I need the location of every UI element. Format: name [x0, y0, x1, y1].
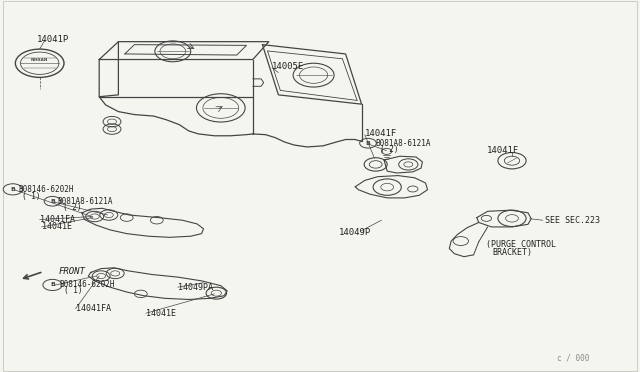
- Text: 14041P: 14041P: [37, 35, 69, 44]
- Text: ( 2): ( 2): [63, 203, 81, 212]
- Text: c / 000: c / 000: [557, 353, 589, 362]
- Text: (PURGE CONTROL: (PURGE CONTROL: [486, 240, 556, 249]
- Text: B08146-6202H: B08146-6202H: [18, 185, 74, 194]
- Text: B: B: [50, 199, 55, 204]
- Text: NISSAN: NISSAN: [31, 58, 49, 61]
- Text: 14041FA: 14041FA: [40, 215, 75, 224]
- Text: ( 1): ( 1): [22, 192, 41, 201]
- Text: B081A8-6121A: B081A8-6121A: [58, 197, 113, 206]
- Text: 14041E: 14041E: [146, 309, 176, 318]
- Text: B: B: [50, 282, 55, 288]
- Text: BRACKET): BRACKET): [493, 248, 532, 257]
- Text: 14041FA: 14041FA: [76, 304, 111, 313]
- Text: B: B: [365, 141, 371, 146]
- Text: 14049P: 14049P: [339, 228, 371, 237]
- Text: 14041F: 14041F: [486, 146, 518, 155]
- Text: 14005E: 14005E: [272, 62, 304, 71]
- Text: B: B: [10, 187, 15, 192]
- Text: ( 2): ( 2): [380, 145, 399, 154]
- Text: SEE SEC.223: SEE SEC.223: [545, 216, 600, 225]
- Text: 14041E: 14041E: [42, 222, 72, 231]
- Text: 14049PA: 14049PA: [178, 283, 213, 292]
- Text: B08146-6202H: B08146-6202H: [59, 280, 115, 289]
- Text: B081A8-6121A: B081A8-6121A: [376, 139, 431, 148]
- Text: 14041F: 14041F: [365, 129, 397, 138]
- Text: FRONT: FRONT: [59, 267, 86, 276]
- Text: ( 1): ( 1): [64, 286, 83, 295]
